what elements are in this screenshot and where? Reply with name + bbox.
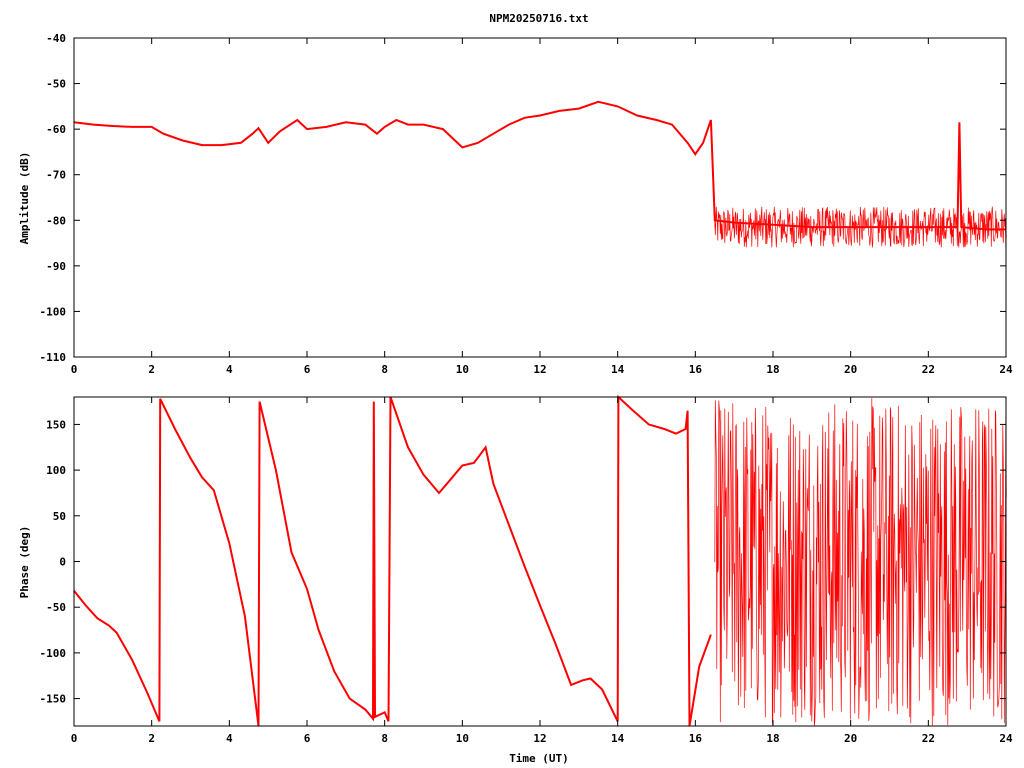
x-tick-label-1-12: 24 <box>999 732 1013 745</box>
phase-ylabel: Phase (deg) <box>18 526 31 599</box>
x-tick-label-0-8: 16 <box>689 363 703 376</box>
y-tick-label-0-7: -110 <box>40 351 67 364</box>
series-noise-band-1-0 <box>714 398 1007 726</box>
y-tick-label-0-5: -90 <box>46 260 66 273</box>
x-tick-label-0-2: 4 <box>226 363 233 376</box>
y-tick-label-1-3: 0 <box>59 556 66 569</box>
series-line-1 <box>73 394 712 727</box>
x-tick-label-1-4: 8 <box>381 732 388 745</box>
x-tick-label-1-3: 6 <box>304 732 311 745</box>
x-tick-label-1-2: 4 <box>226 732 233 745</box>
x-tick-label-1-11: 22 <box>922 732 935 745</box>
x-tick-label-0-10: 20 <box>844 363 857 376</box>
x-tick-label-0-4: 8 <box>381 363 388 376</box>
x-tick-label-0-5: 10 <box>456 363 469 376</box>
y-tick-label-0-4: -80 <box>46 214 66 227</box>
x-tick-label-1-5: 10 <box>456 732 469 745</box>
x-tick-label-0-3: 6 <box>304 363 311 376</box>
x-tick-label-1-6: 12 <box>533 732 546 745</box>
x-tick-label-0-9: 18 <box>766 363 779 376</box>
x-tick-label-0-1: 2 <box>148 363 155 376</box>
x-tick-label-1-10: 20 <box>844 732 857 745</box>
time-xlabel: Time (UT) <box>509 752 569 765</box>
chart-title: NPM20250716.txt <box>489 12 588 25</box>
x-tick-label-1-1: 2 <box>148 732 155 745</box>
plot-frame-0 <box>73 37 1007 358</box>
x-tick-label-0-6: 12 <box>533 363 546 376</box>
y-tick-label-0-0: -40 <box>46 32 66 45</box>
y-tick-label-1-4: -50 <box>46 601 66 614</box>
y-tick-label-0-2: -60 <box>46 123 66 136</box>
series-line-0 <box>73 100 1006 231</box>
x-tick-label-0-0: 0 <box>71 363 78 376</box>
y-tick-label-1-6: -150 <box>40 693 67 706</box>
y-tick-label-0-3: -70 <box>46 169 66 182</box>
x-tick-label-1-8: 16 <box>689 732 703 745</box>
amplitude-ylabel: Amplitude (dB) <box>18 152 31 245</box>
x-tick-label-1-7: 14 <box>611 732 625 745</box>
y-tick-label-1-1: 100 <box>46 464 66 477</box>
y-tick-label-1-2: 50 <box>53 510 66 523</box>
x-tick-label-1-0: 0 <box>71 732 78 745</box>
x-tick-label-0-7: 14 <box>611 363 625 376</box>
y-tick-label-0-6: -100 <box>40 305 67 318</box>
y-tick-label-1-5: -100 <box>40 647 67 660</box>
x-tick-label-1-9: 18 <box>766 732 779 745</box>
x-tick-label-0-12: 24 <box>999 363 1013 376</box>
y-tick-label-1-0: 150 <box>46 418 66 431</box>
x-tick-label-0-11: 22 <box>922 363 935 376</box>
y-tick-label-0-1: -50 <box>46 78 66 91</box>
